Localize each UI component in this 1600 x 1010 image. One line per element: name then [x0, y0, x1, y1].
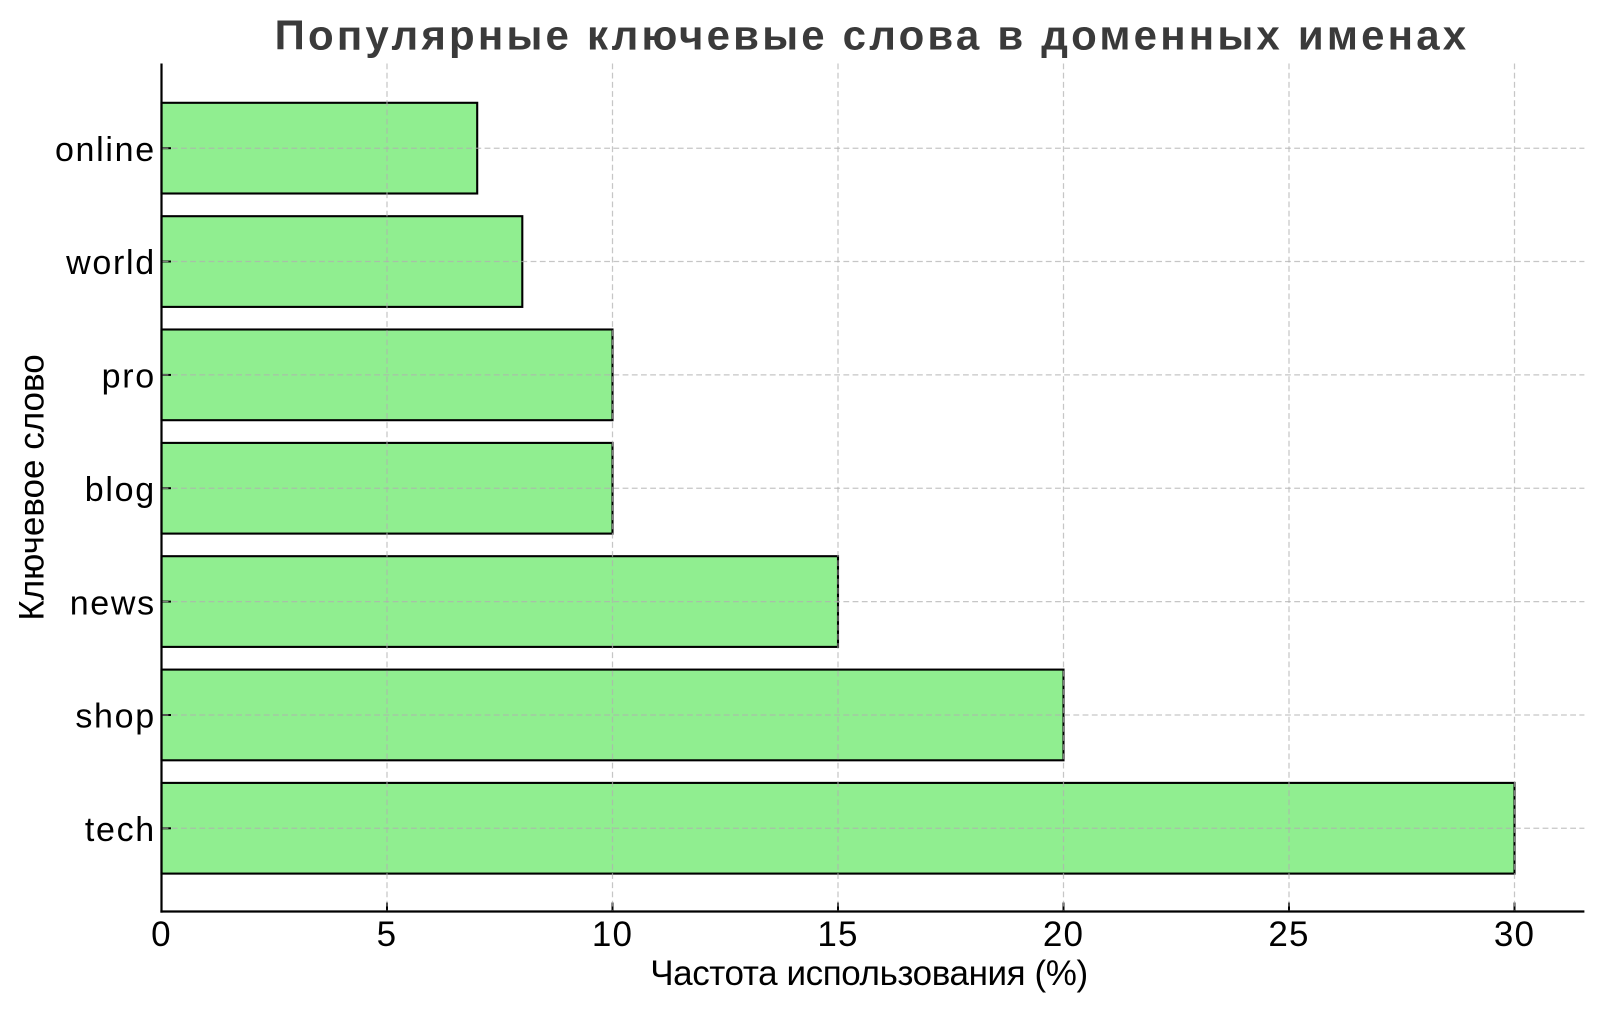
svg-text:news: news	[70, 584, 156, 622]
svg-text:shop: shop	[75, 698, 156, 736]
svg-text:30: 30	[1494, 915, 1535, 954]
svg-text:25: 25	[1268, 915, 1309, 954]
svg-text:Частота использования (%): Частота использования (%)	[650, 954, 1088, 993]
svg-text:tech: tech	[85, 811, 156, 849]
svg-text:world: world	[65, 244, 156, 282]
svg-text:5: 5	[377, 915, 398, 954]
svg-text:0: 0	[151, 915, 172, 954]
svg-text:Ключевое слово: Ключевое слово	[13, 354, 52, 620]
svg-text:online: online	[55, 131, 156, 169]
svg-text:blog: blog	[85, 471, 156, 509]
svg-text:15: 15	[817, 915, 858, 954]
svg-text:10: 10	[592, 915, 633, 954]
svg-text:Популярные ключевые слова в до: Популярные ключевые слова в доменных име…	[275, 12, 1470, 59]
svg-text:pro: pro	[102, 358, 156, 396]
svg-text:20: 20	[1043, 915, 1084, 954]
